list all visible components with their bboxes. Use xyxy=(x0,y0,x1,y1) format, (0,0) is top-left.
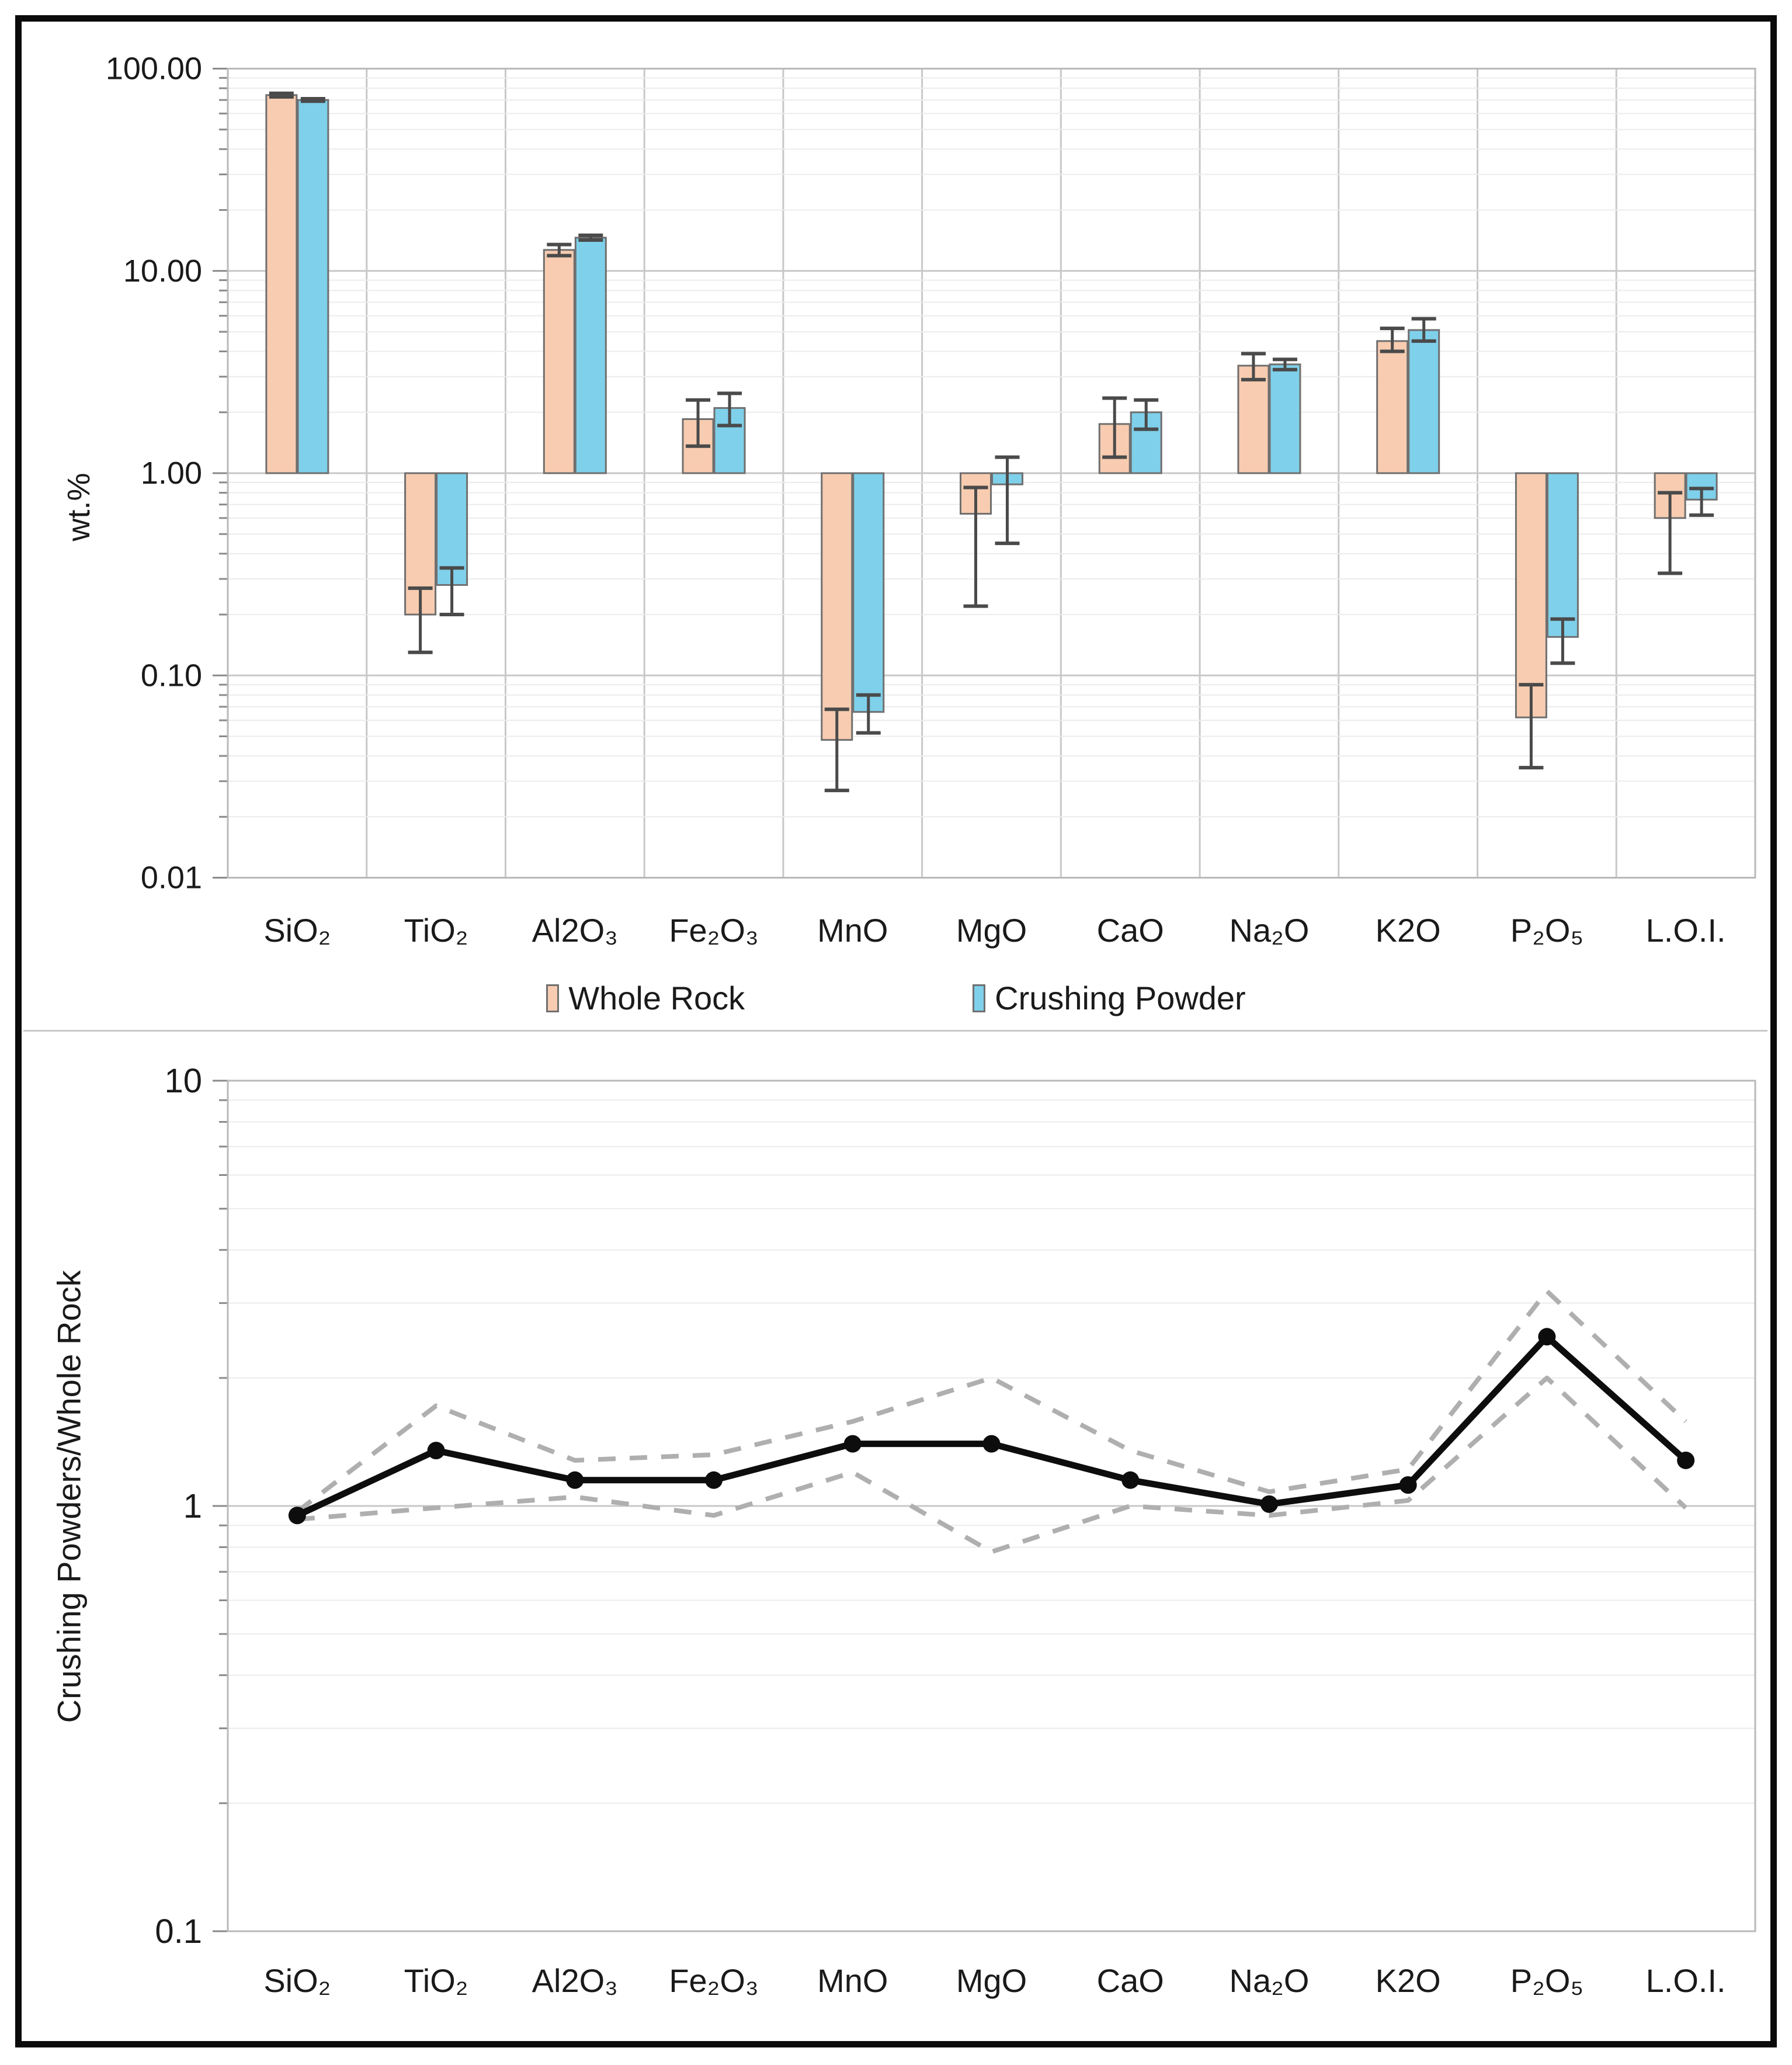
svg-text:K2O: K2O xyxy=(1376,1962,1441,1999)
svg-text:Fe₂O₃: Fe₂O₃ xyxy=(669,1962,758,1999)
svg-text:MnO: MnO xyxy=(817,1962,888,1999)
legend-entry-whole-rock: Whole Rock xyxy=(546,979,745,1017)
svg-text:Fe₂O₃: Fe₂O₃ xyxy=(669,912,758,949)
svg-text:Al2O₃: Al2O₃ xyxy=(532,912,618,949)
svg-text:K2O: K2O xyxy=(1376,912,1441,949)
svg-text:TiO₂: TiO₂ xyxy=(404,1962,468,1999)
svg-text:10: 10 xyxy=(164,1062,202,1100)
svg-text:Al2O₃: Al2O₃ xyxy=(532,1962,618,1999)
crushing-powder-swatch-icon xyxy=(973,984,986,1012)
svg-text:SiO₂: SiO₂ xyxy=(263,1962,331,1999)
legend: Whole Rock Crushing Powder xyxy=(117,979,1675,1017)
svg-text:Na₂O: Na₂O xyxy=(1230,1962,1310,1999)
svg-text:CaO: CaO xyxy=(1097,912,1164,949)
svg-text:CaO: CaO xyxy=(1097,1962,1164,1999)
svg-text:SiO₂: SiO₂ xyxy=(263,912,331,949)
svg-text:L.O.I.: L.O.I. xyxy=(1646,912,1726,949)
svg-text:P₂O₅: P₂O₅ xyxy=(1510,912,1583,949)
svg-text:1.00: 1.00 xyxy=(141,456,202,491)
svg-text:MgO: MgO xyxy=(956,912,1027,949)
legend-entry-crushing-powder: Crushing Powder xyxy=(973,979,1246,1017)
svg-text:MgO: MgO xyxy=(956,1962,1027,1999)
svg-text:0.10: 0.10 xyxy=(141,658,202,693)
svg-text:Na₂O: Na₂O xyxy=(1230,912,1310,949)
legend-label-whole-rock: Whole Rock xyxy=(568,980,745,1016)
chart-divider xyxy=(23,1030,1767,1032)
top-y-axis-title: wt.% xyxy=(61,473,96,542)
bottom-y-axis-title: Crushing Powders/Whole Rock xyxy=(50,1270,88,1723)
svg-text:0.01: 0.01 xyxy=(141,860,202,896)
svg-text:0.1: 0.1 xyxy=(155,1913,202,1951)
svg-text:P₂O₅: P₂O₅ xyxy=(1510,1962,1583,1999)
svg-text:10.00: 10.00 xyxy=(123,254,202,289)
svg-text:1: 1 xyxy=(183,1487,202,1525)
svg-text:L.O.I.: L.O.I. xyxy=(1646,1962,1726,1999)
wt-percent-bar-chart: 100.00 10.00 1.00 0.10 0.01 SiO₂ TiO₂ Al2O₃ Fe₂O… xyxy=(106,51,1756,949)
svg-text:TiO₂: TiO₂ xyxy=(404,912,468,949)
whole-rock-swatch-icon xyxy=(546,984,560,1012)
ratio-line-chart: 10 1 0.1 SiO₂ TiO₂ Al2O₃ Fe₂O₃ MnO MgO CaO Na₂O K2O… xyxy=(155,1062,1756,1999)
legend-label-crushing-powder: Crushing Powder xyxy=(995,980,1246,1016)
svg-text:100.00: 100.00 xyxy=(106,51,202,86)
svg-text:MnO: MnO xyxy=(817,912,888,949)
